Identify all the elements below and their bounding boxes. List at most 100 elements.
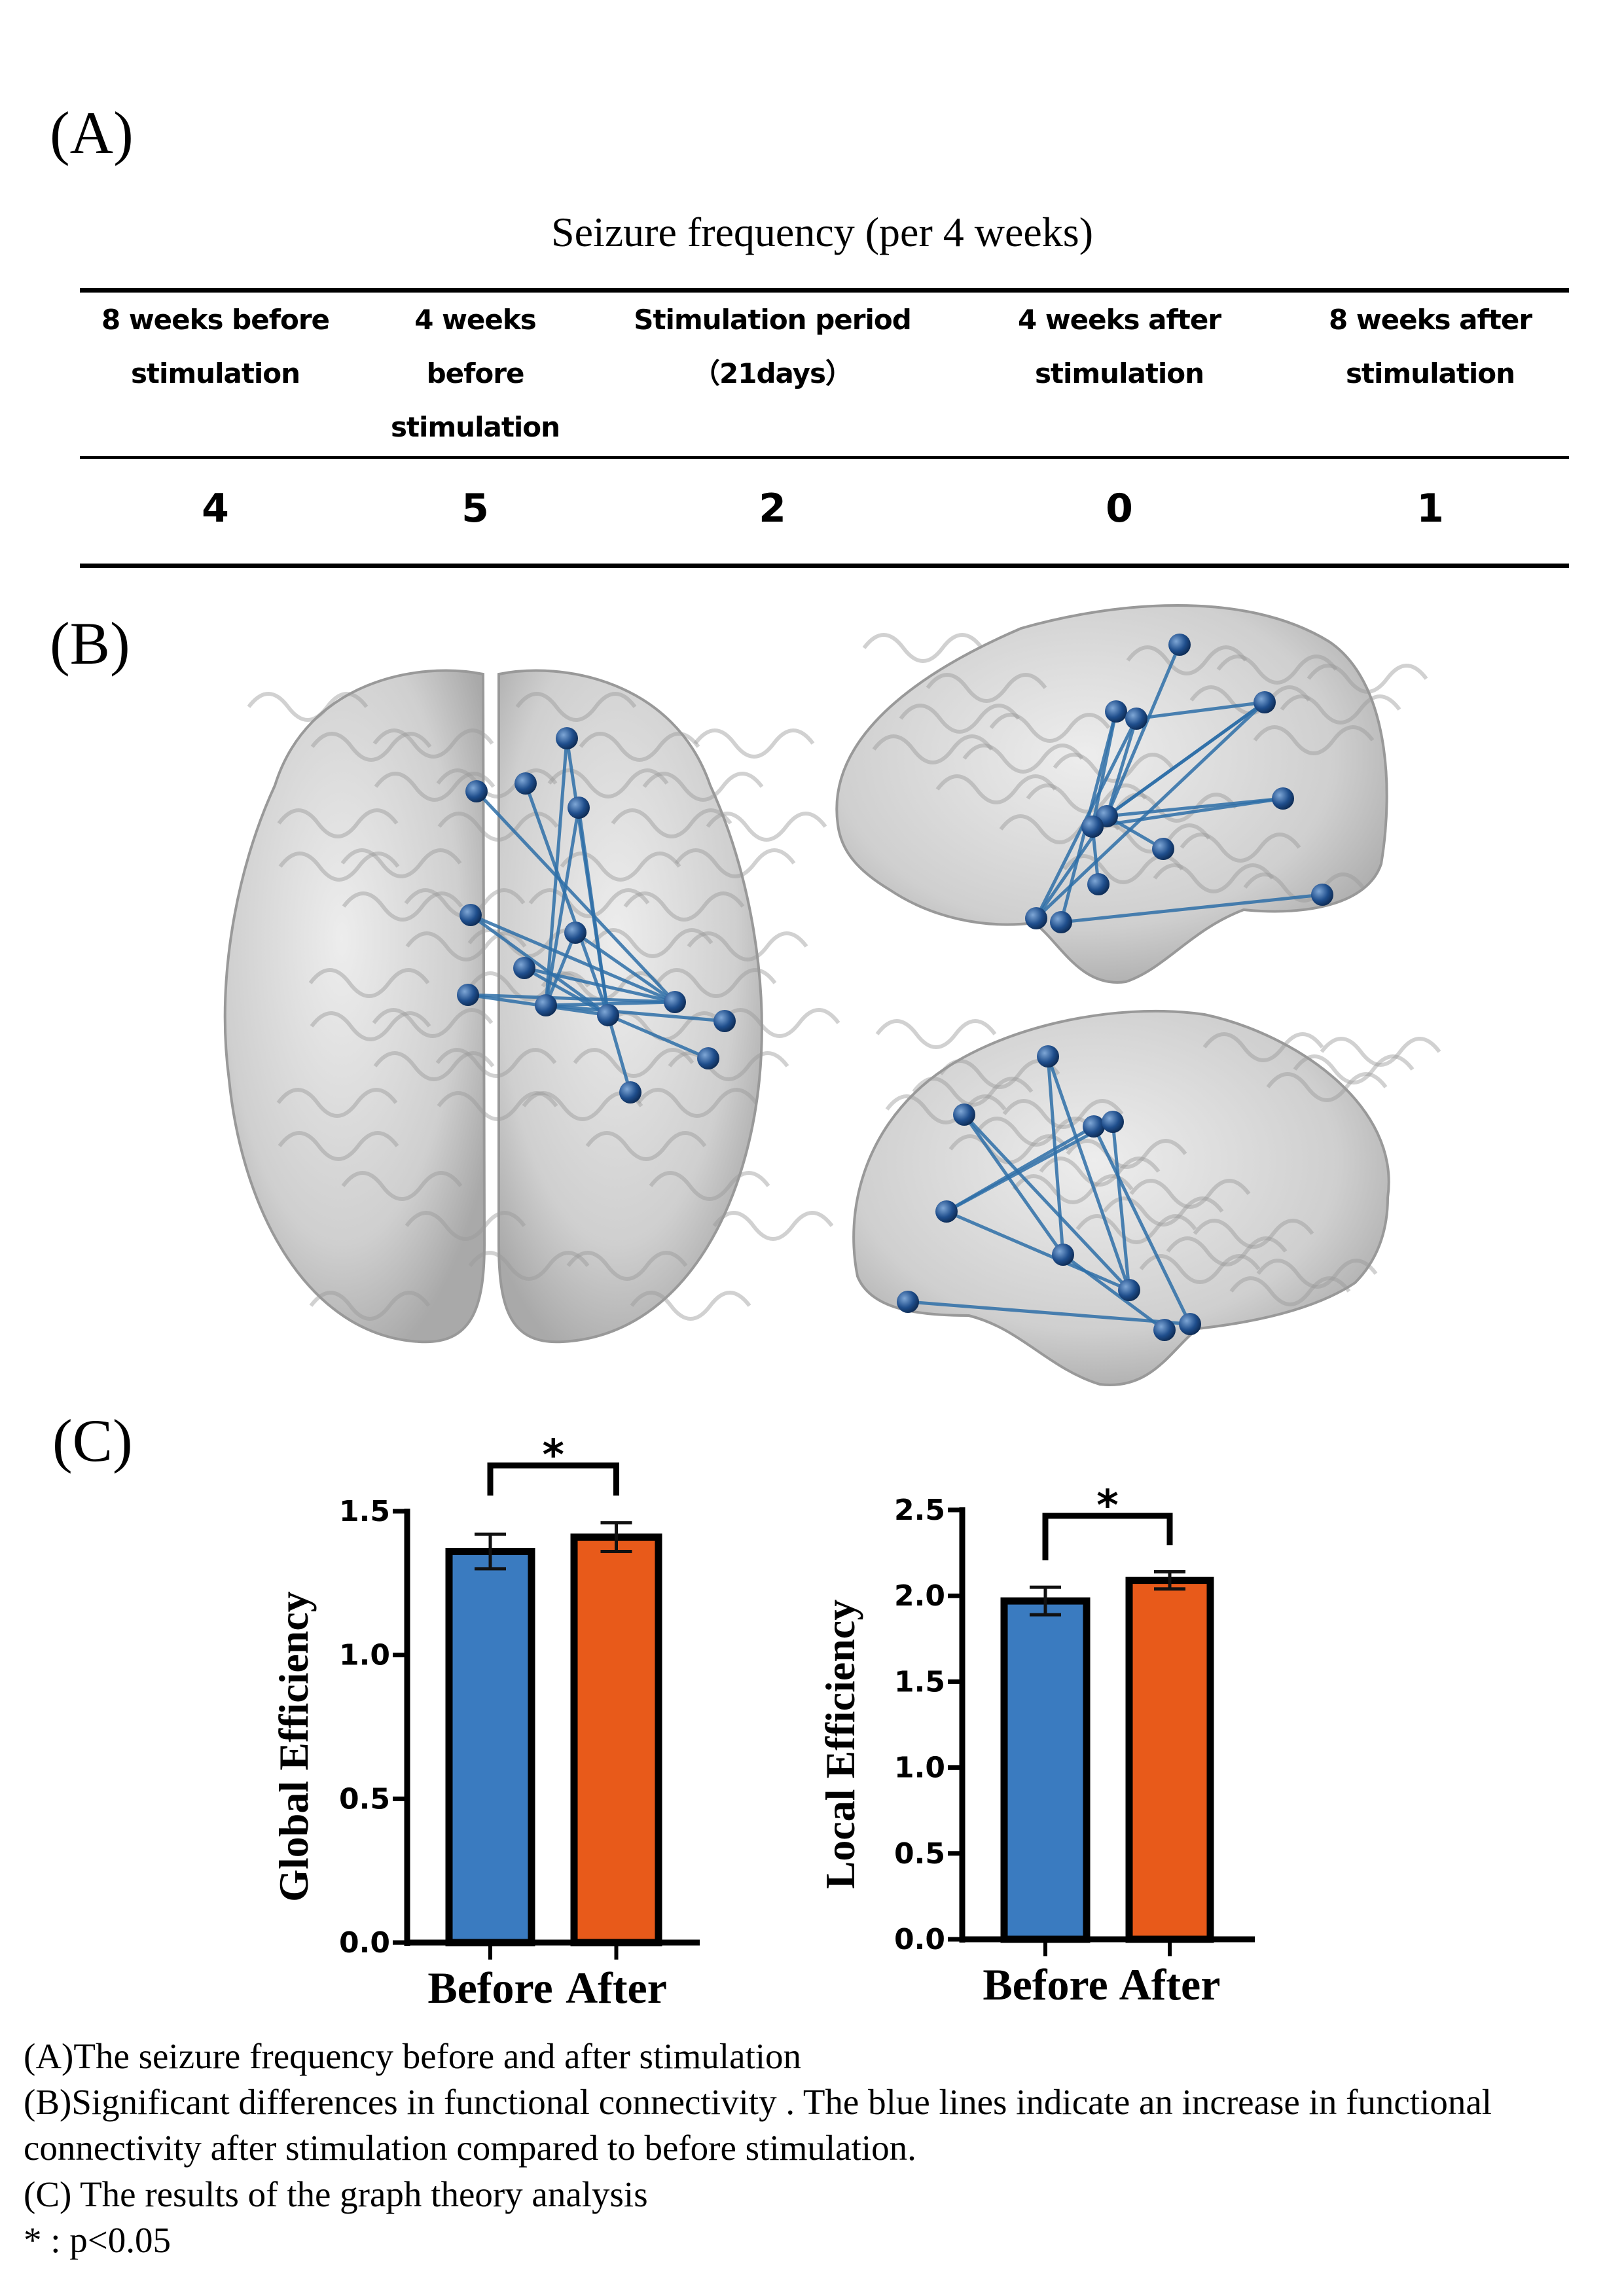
brain-node xyxy=(713,1010,736,1032)
brain-node xyxy=(1152,838,1174,860)
brain-gyrus xyxy=(374,772,496,802)
brain-gyrus xyxy=(469,971,590,1001)
brain-gyrus xyxy=(642,772,764,802)
brain-gyrus xyxy=(1266,1072,1388,1102)
brain-gyrus xyxy=(926,673,1047,703)
caption-line: connectivity after stimulation compared … xyxy=(24,2128,916,2168)
connection-line xyxy=(523,966,609,1017)
brain-gyrus xyxy=(309,1291,431,1321)
brain-gyrus xyxy=(437,1091,558,1121)
brain-gyrus xyxy=(1166,1236,1288,1266)
brain-gyrus xyxy=(912,1077,1034,1107)
brain-gyrus xyxy=(899,704,1020,734)
brain-gyrus xyxy=(579,732,700,762)
y-tick-label: 2.0 xyxy=(894,1579,945,1613)
brain-gyrus xyxy=(547,768,669,798)
brain-gyrus xyxy=(436,768,558,798)
brain-node xyxy=(1081,816,1104,838)
connection-line xyxy=(1136,700,1265,721)
y-tick-label: 0.5 xyxy=(894,1837,945,1871)
header-line: 4 weeks after xyxy=(1017,304,1221,336)
brain-connectivity-figure xyxy=(223,604,1441,1387)
significance-star: * xyxy=(543,1431,564,1480)
brain-gyrus xyxy=(435,1048,557,1078)
brain-gyrus xyxy=(342,891,463,922)
brain-gyrus xyxy=(566,1251,688,1281)
connection-line xyxy=(946,1210,1130,1292)
brain-gyrus xyxy=(308,968,430,998)
connection-line xyxy=(1092,1125,1192,1325)
brain-gyrus xyxy=(1216,655,1338,685)
brain-gyrus xyxy=(875,1019,997,1049)
connection-line xyxy=(545,1000,676,1007)
table-value-cell: 4 xyxy=(202,486,229,531)
header-line: before xyxy=(426,357,525,389)
connection-line xyxy=(945,1120,1114,1213)
brain-node xyxy=(556,727,578,749)
brain-gyrus xyxy=(405,1211,526,1241)
brain-node xyxy=(1254,691,1276,713)
brain-gyrus xyxy=(623,891,745,922)
connection-line xyxy=(963,1113,1130,1291)
brain-node xyxy=(1272,787,1294,810)
brain-node xyxy=(1168,634,1191,656)
panel-label-a: (A) xyxy=(50,99,134,166)
connection-line xyxy=(1092,797,1284,829)
brain-node xyxy=(597,1004,619,1026)
connection-line xyxy=(524,966,676,1004)
brain-gyrus xyxy=(1129,1179,1251,1209)
caption-line: (C) The results of the graph theory anal… xyxy=(24,2174,648,2214)
table-value-cell: 1 xyxy=(1416,486,1444,531)
brain-node xyxy=(1050,911,1072,933)
brain-node xyxy=(897,1291,919,1313)
table-bottom-rule xyxy=(80,564,1569,568)
brain-gyrus xyxy=(862,633,984,663)
bar-chart-2: Before After 0.0 0.5 1.0 1.5 2.0 2.5 Local Effic… xyxy=(817,1482,1255,2009)
x-tick-label: Before xyxy=(427,1963,552,2013)
brain-gyrus xyxy=(1053,753,1174,783)
brain-node xyxy=(619,1081,641,1103)
brain-gyrus xyxy=(668,1051,789,1081)
brain-gyrus xyxy=(636,1088,758,1118)
brain-gyrus xyxy=(1243,872,1365,903)
y-tick-label: 0.0 xyxy=(894,1923,945,1956)
header-line: 4 weeks xyxy=(414,304,537,336)
brain-gyrus xyxy=(278,852,400,882)
brain-gyrus xyxy=(674,848,796,878)
y-tick-label: 0.5 xyxy=(339,1782,390,1816)
brain-gyrus xyxy=(630,1291,751,1321)
brain-gyrus xyxy=(719,1008,840,1038)
bar-before xyxy=(445,1548,535,1946)
brain-node xyxy=(697,1047,719,1069)
brain-gyrus xyxy=(372,1008,494,1038)
significance-bracket xyxy=(1042,1513,1173,1560)
connection-line xyxy=(577,807,610,1016)
y-axis-label: Global Efficiency xyxy=(270,1591,317,1902)
connection-line xyxy=(907,1300,1191,1326)
brain-left-hemisphere xyxy=(223,669,486,1344)
brain-lateral-right-view xyxy=(835,604,1388,984)
brain-gyrus xyxy=(935,774,1057,804)
brain-gyrus xyxy=(706,812,827,842)
brain-node xyxy=(564,922,586,944)
brain-gyrus xyxy=(247,692,369,722)
brain-node xyxy=(514,772,537,795)
connection-line xyxy=(1105,644,1182,817)
y-tick-label: 1.5 xyxy=(894,1665,945,1698)
brain-gyrus xyxy=(989,713,1111,743)
brain-gyrus xyxy=(1193,1219,1314,1249)
brain-node xyxy=(1311,884,1333,906)
brain-gyrus xyxy=(1139,1254,1261,1284)
brain-node xyxy=(535,994,557,1016)
header-line: stimulation xyxy=(1345,357,1515,389)
table-header-cell: 4 weeks before stimulation xyxy=(305,293,645,454)
brain-right-hemisphere xyxy=(497,669,763,1344)
brain-node xyxy=(1025,907,1047,929)
brain-node xyxy=(513,957,535,979)
x-tick-label: After xyxy=(566,1963,667,2013)
brain-gyrus xyxy=(1320,1037,1441,1067)
brain-gyrus xyxy=(611,808,732,838)
brain-gyrus xyxy=(1293,1054,1415,1085)
brain-gyrus xyxy=(585,1131,707,1161)
brain-node xyxy=(935,1200,958,1223)
